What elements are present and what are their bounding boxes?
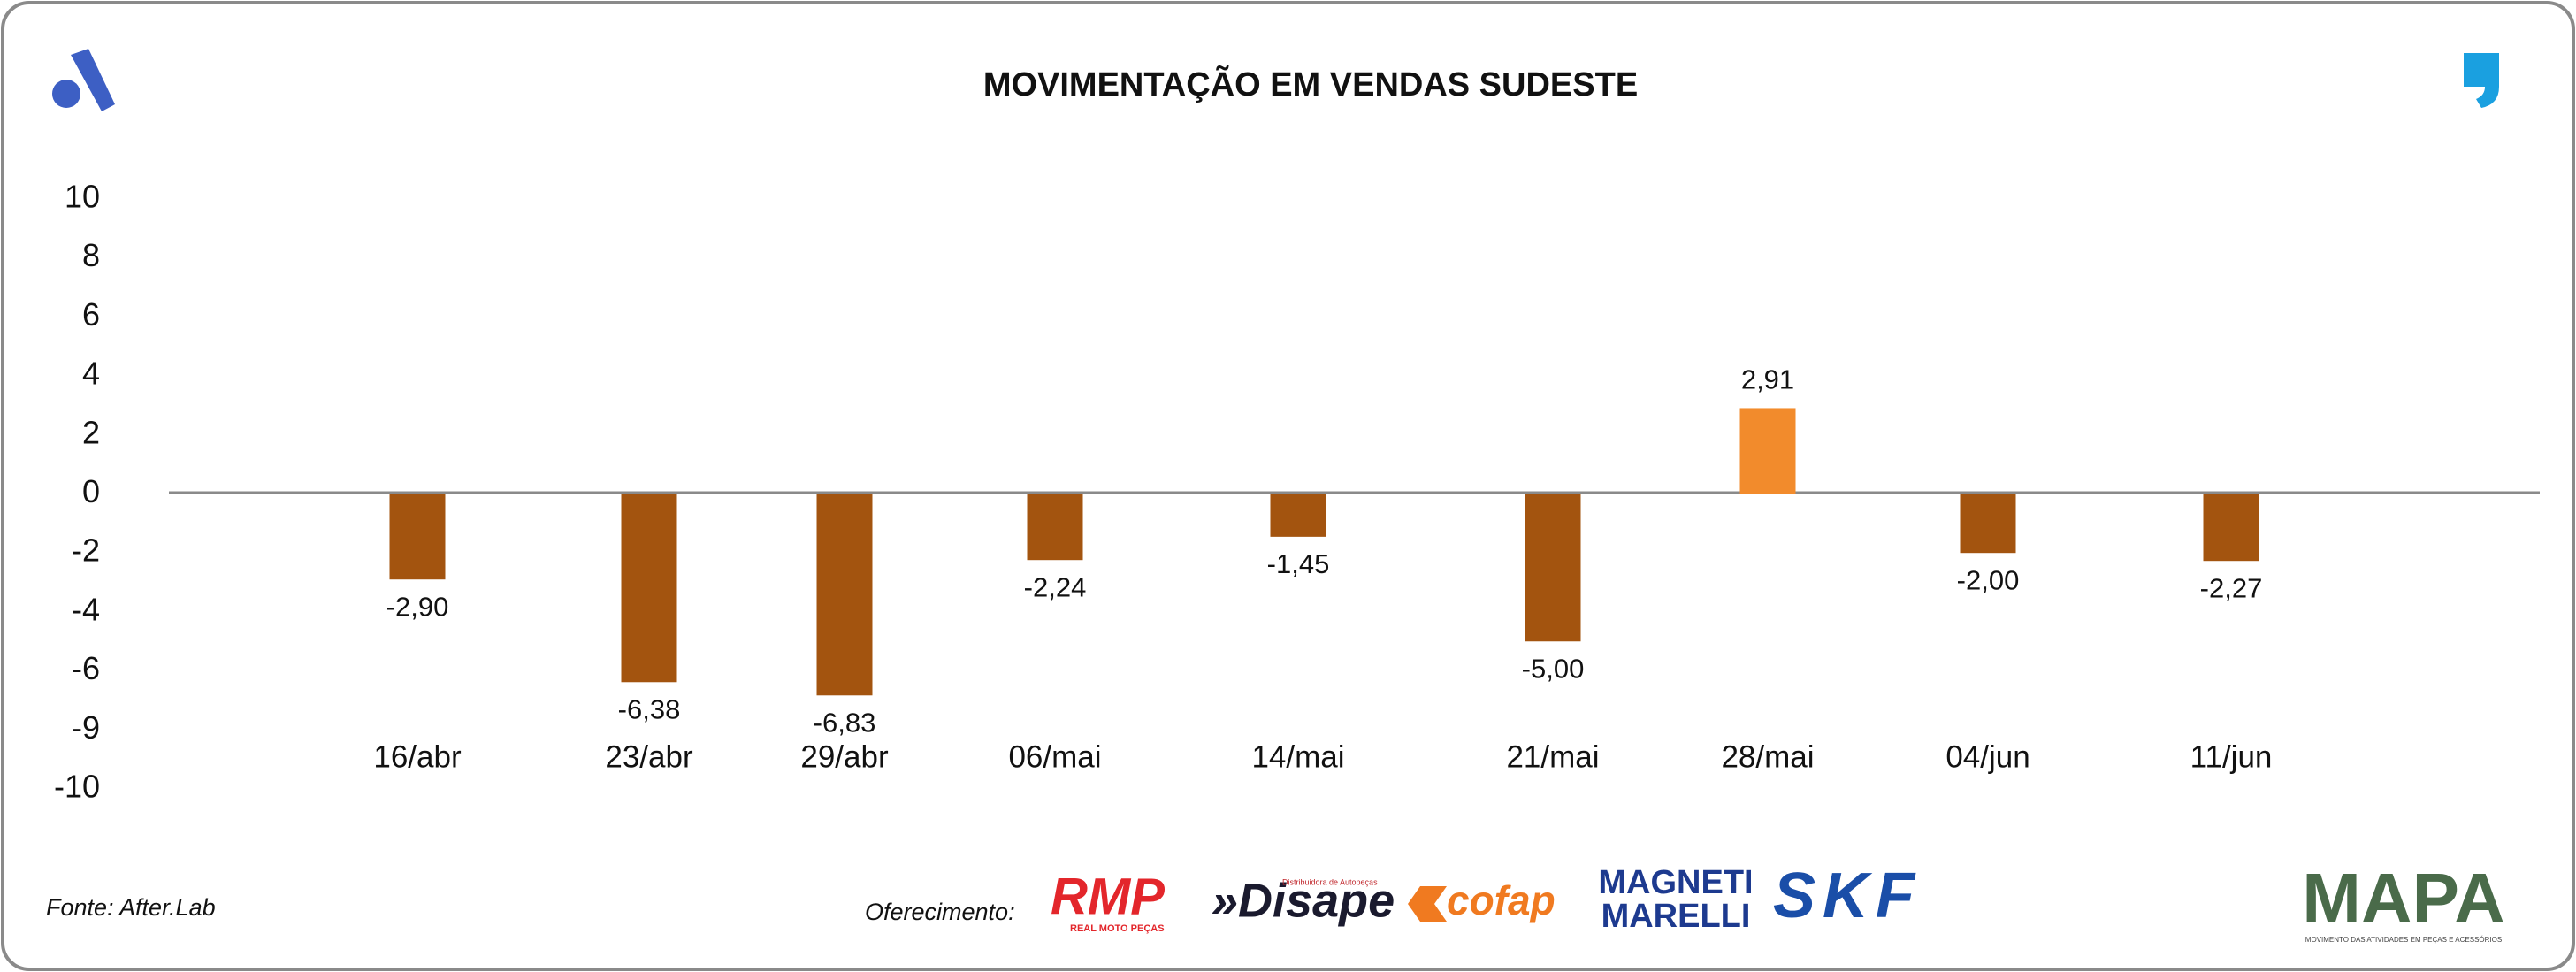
x-tick-label: 29/abr — [800, 739, 889, 774]
bar — [1960, 494, 2016, 554]
y-tick-label: -10 — [54, 769, 100, 805]
bar — [1027, 494, 1083, 561]
x-tick-label: 04/jun — [1945, 739, 2029, 774]
logo-skf: SKF — [1773, 861, 1922, 931]
y-tick-label: 0 — [82, 473, 100, 509]
bar — [1525, 494, 1581, 642]
bar — [1739, 408, 1796, 494]
sponsor-logos: RMP REAL MOTO PEÇAS »Disape Distribuidor… — [1051, 861, 1922, 935]
logo-rmp-sub: REAL MOTO PEÇAS — [1070, 923, 1165, 934]
x-tick-label: 21/mai — [1506, 739, 1599, 774]
brand-sub: MOVIMENTO DAS ATIVIDADES EM PEÇAS E ACES… — [2305, 936, 2502, 944]
value-label: -6,38 — [618, 693, 681, 724]
bar — [1270, 494, 1326, 537]
y-tick-label: 8 — [82, 237, 100, 273]
logo-disape-sub: Distribuidora de Autopeças — [1282, 877, 1378, 886]
y-tick-label: -9 — [72, 709, 100, 746]
x-tick-label: 16/abr — [373, 739, 462, 774]
logo-cofap-mark — [1408, 886, 1447, 922]
sponsor-label: Oferecimento: — [865, 899, 1015, 925]
x-tick-label: 14/mai — [1251, 739, 1344, 774]
x-tick-label: 23/abr — [605, 739, 693, 774]
bar — [621, 494, 677, 683]
value-label: -2,00 — [1957, 564, 2020, 595]
y-tick-label: 4 — [82, 356, 100, 392]
bar — [389, 494, 446, 580]
value-label: -2,27 — [2200, 572, 2263, 603]
logo-magneti: MAGNETI — [1598, 864, 1753, 901]
value-label: -2,90 — [386, 591, 449, 622]
x-tick-label: 28/mai — [1721, 739, 1814, 774]
logo-cofap: cofap — [1447, 877, 1556, 923]
x-tick-label: 11/jun — [2190, 739, 2273, 774]
y-tick-label: -2 — [72, 532, 100, 569]
logo-a — [52, 49, 115, 111]
logo-marelli: MARELLI — [1601, 898, 1751, 935]
bar — [816, 494, 873, 696]
chart-title: MOVIMENTAÇÃO EM VENDAS SUDESTE — [983, 65, 1638, 103]
value-label: 2,91 — [1741, 364, 1794, 395]
source: Fonte: After.Lab — [46, 894, 216, 921]
logo-disape: »Disape — [1212, 874, 1395, 927]
y-tick-label: -4 — [72, 591, 100, 627]
logo-quote — [2464, 53, 2499, 108]
brand: MAPA — [2302, 859, 2505, 938]
value-label: -2,24 — [1024, 571, 1087, 602]
value-label: -1,45 — [1267, 548, 1330, 579]
value-label: -6,83 — [814, 707, 876, 738]
logo-rmp: RMP — [1051, 868, 1165, 925]
x-tick-label: 06/mai — [1008, 739, 1101, 774]
y-tick-label: 2 — [82, 414, 100, 450]
bar — [2203, 494, 2259, 562]
y-tick-label: -6 — [72, 650, 100, 686]
y-tick-label: 6 — [82, 296, 100, 333]
value-label: -5,00 — [1522, 653, 1585, 684]
y-tick-label: 10 — [65, 179, 100, 215]
